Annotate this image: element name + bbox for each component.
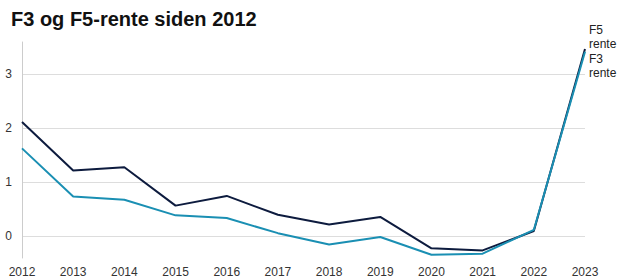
svg-text:1: 1: [5, 175, 12, 189]
svg-text:2013: 2013: [60, 265, 87, 279]
svg-text:2019: 2019: [367, 265, 394, 279]
svg-text:2018: 2018: [316, 265, 343, 279]
svg-text:F3: F3: [589, 52, 606, 66]
svg-text:2016: 2016: [213, 265, 240, 279]
svg-text:2014: 2014: [111, 265, 138, 279]
svg-text:2: 2: [5, 121, 12, 135]
svg-text:2020: 2020: [418, 265, 445, 279]
svg-text:0: 0: [5, 229, 12, 243]
svg-text:2022: 2022: [520, 265, 547, 279]
svg-text:2021: 2021: [469, 265, 496, 279]
svg-text:F3 og F5-rente siden 2012: F3 og F5-rente siden 2012: [11, 8, 257, 30]
svg-text:2017: 2017: [265, 265, 292, 279]
svg-text:F5: F5: [589, 23, 606, 37]
svg-text:2023: 2023: [572, 265, 599, 279]
svg-text:rente: rente: [589, 66, 617, 80]
svg-text:2012: 2012: [9, 265, 36, 279]
svg-text:2015: 2015: [162, 265, 189, 279]
svg-text:rente: rente: [589, 37, 617, 51]
svg-text:3: 3: [5, 67, 12, 81]
